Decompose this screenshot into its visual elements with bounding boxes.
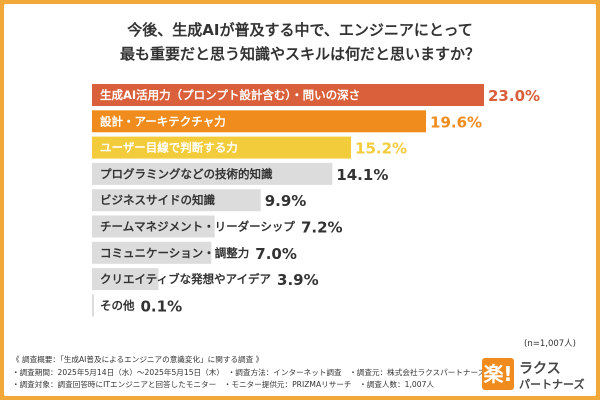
footer-line-1: 《 調査概要：「生成AI普及によるエンジニアの意識変化」に関する調査 》 xyxy=(12,355,264,364)
value-label-6: 7.2% xyxy=(301,219,343,237)
value-label-3: 15.2% xyxy=(355,140,407,158)
footer-line-3: ・調査対象：調査回答時にITエンジニアと回答したモニター ・モニター提供元：PR… xyxy=(12,380,435,389)
category-label-3: ユーザー目線で判断する力 xyxy=(100,141,238,155)
bar-2 xyxy=(92,110,427,133)
chart-title-line-2: 最も重要だと思う知識やスキルは何だと思いますか？ xyxy=(119,45,480,63)
value-label-8: 3.9% xyxy=(277,271,319,289)
chart-title-line-1: 今後、生成AIが普及する中で、エンジニアにとって xyxy=(127,21,473,39)
value-label-9: 0.1% xyxy=(141,297,183,315)
value-label-1: 23.0% xyxy=(488,87,540,105)
category-label-9: その他 xyxy=(100,298,135,312)
survey-footer: 《 調査概要：「生成AI普及によるエンジニアの意識変化」に関する調査 》 ・調査… xyxy=(12,354,486,392)
bar-1 xyxy=(92,84,484,106)
bar-3 xyxy=(92,136,352,159)
category-label-2: 設計・アーキテクチャ力 xyxy=(100,114,226,128)
category-label-8: クリエイティブな発想やアイデア xyxy=(100,272,272,286)
category-label-5: ビジネスサイドの知識 xyxy=(100,193,215,207)
sample-size-note: (n=1,007人) xyxy=(524,339,576,349)
value-label-4: 14.1% xyxy=(336,166,388,184)
bar-7 xyxy=(92,241,212,264)
bar-chart: 生成AI活用力（プロンプト設計含む）・問いの深さ 23.0% 設計・アーキテクチャ力… xyxy=(92,84,540,317)
company-logo: 楽! ラクス パートナーズ xyxy=(482,358,592,391)
logo-name-line-2: パートナーズ xyxy=(519,378,585,391)
value-label-5: 9.9% xyxy=(265,192,307,210)
category-label-4: プログラミングなどの技術的知識 xyxy=(100,167,273,181)
value-label-2: 19.6% xyxy=(430,113,482,131)
chart-card: 今後、生成AIが普及する中で、エンジニアにとって 最も重要だと思う知識やスキルは… xyxy=(4,4,596,396)
bar-9 xyxy=(92,294,94,317)
footer-line-2: ・調査期間：2025年5月14日（水）～2025年5月15日（木） ・調査方法：… xyxy=(12,367,486,377)
value-label-7: 7.0% xyxy=(255,245,297,263)
bar-5 xyxy=(92,189,261,212)
logo-name-line-1: ラクス xyxy=(519,361,561,377)
bar-8 xyxy=(92,268,159,291)
chart-title: 今後、生成AIが普及する中で、エンジニアにとって 最も重要だと思う知識やスキルは… xyxy=(4,18,596,66)
logo-mark-icon: 楽! xyxy=(482,358,514,390)
bar-4 xyxy=(92,162,333,185)
category-label-7: コミュニケーション・調整力 xyxy=(100,246,249,260)
category-label-6: チームマネジメント・リーダーシップ xyxy=(100,220,295,234)
category-label-1: 生成AI活用力（プロンプト設計含む）・問いの深さ xyxy=(100,88,360,102)
bar-6 xyxy=(92,215,215,238)
